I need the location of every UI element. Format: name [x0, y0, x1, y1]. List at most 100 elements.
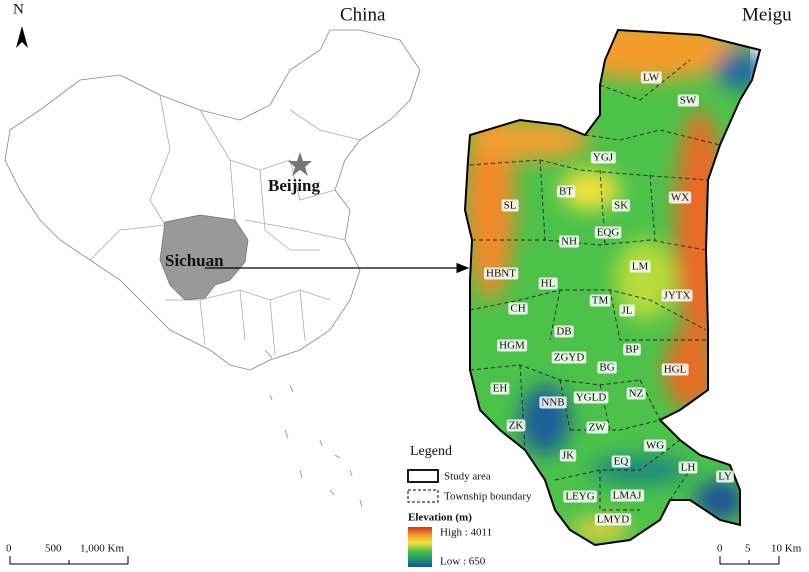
- township-label-bg: [539, 396, 567, 409]
- township-label-bg: [589, 294, 611, 307]
- township-label-bg: [623, 343, 641, 356]
- township-label: BG: [599, 362, 614, 374]
- township-label: LY: [718, 471, 732, 483]
- township-label-bg: [551, 351, 587, 364]
- township-label-bg: [538, 277, 558, 290]
- township-label: ZW: [588, 422, 606, 434]
- township-label: LEYG: [565, 491, 594, 503]
- scale-label: 0: [717, 543, 723, 555]
- capital-label: Beijing: [268, 176, 320, 195]
- township-label: SL: [504, 200, 517, 212]
- scale-label: 10 Km: [771, 543, 802, 555]
- elevation-ramp: [408, 527, 432, 567]
- beijing-star: [288, 152, 312, 176]
- township-label-bg: [501, 199, 519, 212]
- township-label-bg: [573, 391, 609, 404]
- township-label: JL: [622, 305, 633, 317]
- township-label-bg: [594, 226, 622, 239]
- township-label: LH: [681, 462, 696, 474]
- township-labels: LW SW YGJ BT WX SL SK EQG NH LM HBNT HL JYTX TM CH JL DB…: [484, 71, 734, 526]
- township-label-bg: [626, 387, 646, 400]
- china-title: China: [340, 4, 386, 25]
- china-outline: [4, 29, 421, 371]
- township-label: LMAJ: [613, 490, 642, 502]
- township-label: NNB: [541, 397, 564, 409]
- township-label-bg: [484, 267, 519, 280]
- township-label: JK: [562, 450, 574, 462]
- legend-item: Township boundary: [444, 491, 532, 503]
- township-label: HGM: [499, 340, 525, 352]
- township-label-bg: [610, 489, 645, 502]
- elevation-low: Low : 650: [440, 556, 486, 568]
- township-label-bg: [559, 235, 579, 248]
- township-boundaries: [469, 59, 721, 511]
- meigu-title: Meigu: [742, 4, 792, 25]
- china-map: [4, 29, 421, 508]
- township-label: BP: [625, 344, 638, 356]
- islands: [264, 349, 363, 508]
- township-label-bg: [661, 363, 689, 376]
- township-label: EH: [493, 383, 508, 395]
- township-label: ZGYD: [554, 352, 585, 364]
- township-label: HGL: [664, 364, 687, 376]
- township-label-bg: [594, 513, 632, 526]
- meigu-scale-bar: [719, 556, 780, 565]
- legend-title: Legend: [410, 444, 452, 459]
- township-label: HBNT: [486, 268, 516, 280]
- scale-label: 1,000 Km: [80, 543, 124, 555]
- township-label: TM: [592, 295, 609, 307]
- township-label: LMYD: [597, 514, 629, 526]
- township-label: LM: [632, 261, 649, 273]
- township-label-bg: [678, 461, 698, 474]
- township-label: ZK: [509, 420, 524, 432]
- township-label: DB: [556, 326, 571, 338]
- province-label: Sichuan: [165, 251, 224, 270]
- township-label-bg: [554, 325, 574, 338]
- township-label-bg: [563, 490, 597, 503]
- township-label-bg: [586, 421, 609, 434]
- township-label: JYTX: [664, 290, 691, 302]
- township-label: YGLD: [576, 392, 607, 404]
- elevation-high: High : 4011: [440, 527, 492, 539]
- township-label: BT: [559, 186, 573, 198]
- township-label-bg: [597, 361, 617, 374]
- north-arrow: [16, 26, 28, 48]
- township-label: WX: [671, 192, 689, 204]
- township-label-bg: [629, 260, 651, 273]
- township-label-bg: [490, 382, 510, 395]
- township-label-bg: [508, 302, 528, 315]
- township-label: NZ: [629, 388, 644, 400]
- township-label-bg: [643, 439, 667, 452]
- legend-township-swatch: [407, 489, 439, 503]
- township-label-bg: [668, 191, 692, 204]
- province-lines: [89, 94, 361, 356]
- township-label: NH: [561, 236, 577, 248]
- township-label: SW: [680, 95, 697, 107]
- township-label-bg: [556, 185, 576, 198]
- scale-label: 500: [45, 543, 62, 555]
- township-label-bg: [640, 71, 662, 84]
- township-label: LW: [643, 72, 660, 84]
- township-label: CH: [510, 303, 525, 315]
- township-label: EQG: [597, 227, 620, 239]
- china-scale-bar: [9, 556, 129, 565]
- township-label-bg: [677, 94, 699, 107]
- sichuan: [159, 214, 249, 301]
- township-label-bg: [716, 470, 734, 483]
- township-label: EQ: [614, 456, 629, 468]
- north-label: N: [13, 1, 24, 17]
- township-label: HL: [541, 278, 556, 290]
- township-label-bg: [590, 151, 616, 164]
- township-label-bg: [661, 289, 693, 302]
- township-label: WG: [646, 440, 664, 452]
- scale-label: 5: [745, 543, 751, 555]
- township-label-bg: [559, 449, 577, 462]
- legend-item: Study area: [444, 471, 491, 483]
- township-label-bg: [619, 304, 635, 317]
- township-label-bg: [611, 199, 631, 212]
- scale-label: 0: [6, 543, 12, 555]
- township-label-bg: [611, 455, 631, 468]
- township-label-bg: [497, 339, 528, 352]
